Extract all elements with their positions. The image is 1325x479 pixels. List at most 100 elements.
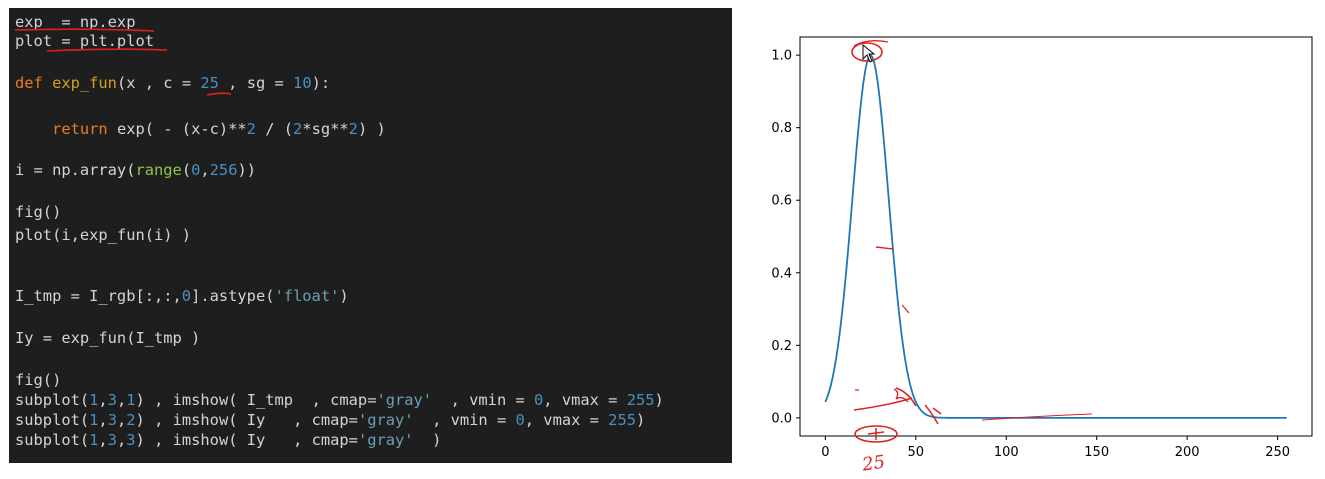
code-token: 10 xyxy=(293,74,312,92)
x-tick-label: 100 xyxy=(994,445,1019,460)
code-line[interactable]: fig() xyxy=(15,370,61,390)
y-tick-label: 0.4 xyxy=(771,266,792,281)
plot-figure: 0 50 100 150 200 250 0.0 0.2 0.4 0.6 0.8 1.0 25 xyxy=(750,0,1325,479)
code-line[interactable]: fig() xyxy=(15,202,61,222)
code-token: exp_fun xyxy=(52,74,117,92)
series-line xyxy=(824,53,1287,419)
code-token: fig() xyxy=(15,203,62,221)
code-token: 1 xyxy=(89,431,99,449)
code-token: , vmax = xyxy=(524,411,609,429)
line-chart: 0 50 100 150 200 250 0.0 0.2 0.4 0.6 0.8 1.0 xyxy=(771,36,1313,460)
code-token: ) xyxy=(635,411,646,429)
code-token: , xyxy=(98,411,108,429)
code-token: 25 xyxy=(200,74,219,92)
code-token: 2 xyxy=(293,120,303,138)
code-line[interactable]: plot(i,exp_fun(i) ) xyxy=(15,225,191,245)
code-token: return xyxy=(15,120,117,138)
code-token: I_tmp = I_rgb[:,:, xyxy=(15,287,182,305)
code-token: def xyxy=(15,74,53,92)
code-token: 0 xyxy=(515,411,525,429)
code-line[interactable]: plot = plt.plot xyxy=(15,31,154,51)
code-editor[interactable]: exp = np.exp plot = plt.plot def exp_fun(x… xyxy=(9,8,732,463)
underline-25 xyxy=(206,92,232,96)
code-red-underlines xyxy=(14,28,232,96)
code-token: subplot( xyxy=(15,411,90,429)
code-token: subplot( xyxy=(15,431,90,449)
code-token: 0 xyxy=(181,287,192,305)
code-line[interactable]: subplot(1,3,2) , imshow( Iy , cmap='gray… xyxy=(15,410,645,430)
x-tick-label: 0 xyxy=(821,445,829,460)
code-line[interactable]: subplot(1,3,3) , imshow( Iy , cmap='gray… xyxy=(15,430,441,450)
code-token: range xyxy=(135,161,182,179)
code-token: / ( xyxy=(255,120,294,138)
x-tick-label: 200 xyxy=(1175,445,1200,460)
code-token: ) , imshow( Iy , cmap= xyxy=(135,411,358,429)
code-token: fig() xyxy=(15,371,62,389)
code-token: 3 xyxy=(107,431,117,449)
code-token: i = np.array( xyxy=(15,161,136,179)
code-token: , xyxy=(200,161,210,179)
code-token: 'gray' xyxy=(357,411,414,429)
code-token: 2 xyxy=(246,120,256,138)
code-token: ) ) xyxy=(357,120,386,138)
code-token: exp = np.exp xyxy=(15,13,136,31)
code-token: ].astype( xyxy=(191,287,275,305)
code-token: 255 xyxy=(608,411,636,429)
code-line[interactable]: subplot(1,3,1) , imshow( I_tmp , cmap='g… xyxy=(15,390,664,410)
code-token: 'gray' xyxy=(376,391,433,409)
code-token: , xyxy=(116,431,127,449)
plot-axes-frame xyxy=(799,36,1313,437)
code-token: *sg** xyxy=(302,120,349,138)
code-token: , sg = xyxy=(218,74,294,92)
code-token: ) , imshow( I_tmp , cmap= xyxy=(135,391,377,409)
code-token: , xyxy=(116,411,127,429)
x-tick-label: 50 xyxy=(908,445,925,460)
code-token: 2 xyxy=(348,120,358,138)
code-token: ) xyxy=(339,287,349,305)
x-tick-label: 250 xyxy=(1265,445,1290,460)
y-tick-label: 0.6 xyxy=(771,194,792,209)
code-token: 2 xyxy=(126,411,136,429)
code-token: 3 xyxy=(126,431,136,449)
code-token: , xyxy=(116,391,127,409)
underline-2 xyxy=(46,48,168,52)
code-token: 3 xyxy=(107,391,117,409)
code-token: 0 xyxy=(191,161,201,179)
code-token: , xyxy=(98,431,108,449)
code-token: 3 xyxy=(107,411,117,429)
code-token: 0 xyxy=(534,391,544,409)
x-tick-label: 150 xyxy=(1084,445,1109,460)
code-token: , xyxy=(98,391,108,409)
code-token: plot = plt.plot xyxy=(15,32,154,50)
code-line[interactable]: exp = np.exp xyxy=(15,12,135,32)
code-token: ) xyxy=(654,391,664,409)
code-line[interactable]: def exp_fun(x , c = 25 , sg = 10): xyxy=(15,73,330,93)
code-token: ( xyxy=(181,161,192,179)
code-token: 'float' xyxy=(274,287,340,305)
code-token: ): xyxy=(311,74,331,92)
y-tick-label: 0.2 xyxy=(771,339,792,354)
code-token: 1 xyxy=(89,391,99,409)
code-token: )) xyxy=(237,161,257,179)
code-token: , vmax = xyxy=(543,391,627,409)
code-token: ) xyxy=(413,431,442,449)
code-token: 'gray' xyxy=(357,431,414,449)
code-token: 1 xyxy=(126,391,136,409)
code-token: subplot( xyxy=(15,391,90,409)
code-token: , vmin = xyxy=(432,391,535,409)
code-token: Iy = exp_fun(I_tmp ) xyxy=(15,329,201,347)
underline-1 xyxy=(14,28,155,32)
code-token: (x , c = xyxy=(116,74,201,92)
code-line[interactable]: I_tmp = I_rgb[:,:,0].astype('float') xyxy=(15,286,349,306)
code-token: , vmin = xyxy=(413,411,516,429)
code-line[interactable]: i = np.array(range(0,256)) xyxy=(15,160,256,180)
code-token: 1 xyxy=(89,411,99,429)
code-token: exp( - (x-c)** xyxy=(116,120,247,138)
code-token: plot(i,exp_fun(i) ) xyxy=(15,226,192,244)
y-tick-label: 1.0 xyxy=(771,49,792,64)
code-line[interactable]: Iy = exp_fun(I_tmp ) xyxy=(15,328,200,348)
code-line[interactable]: return exp( - (x-c)**2 / (2*sg**2) ) xyxy=(15,119,386,139)
y-tick-label: 0.0 xyxy=(771,411,792,426)
code-token: 255 xyxy=(626,391,655,409)
code-token: ) , imshow( Iy , cmap= xyxy=(135,431,358,449)
